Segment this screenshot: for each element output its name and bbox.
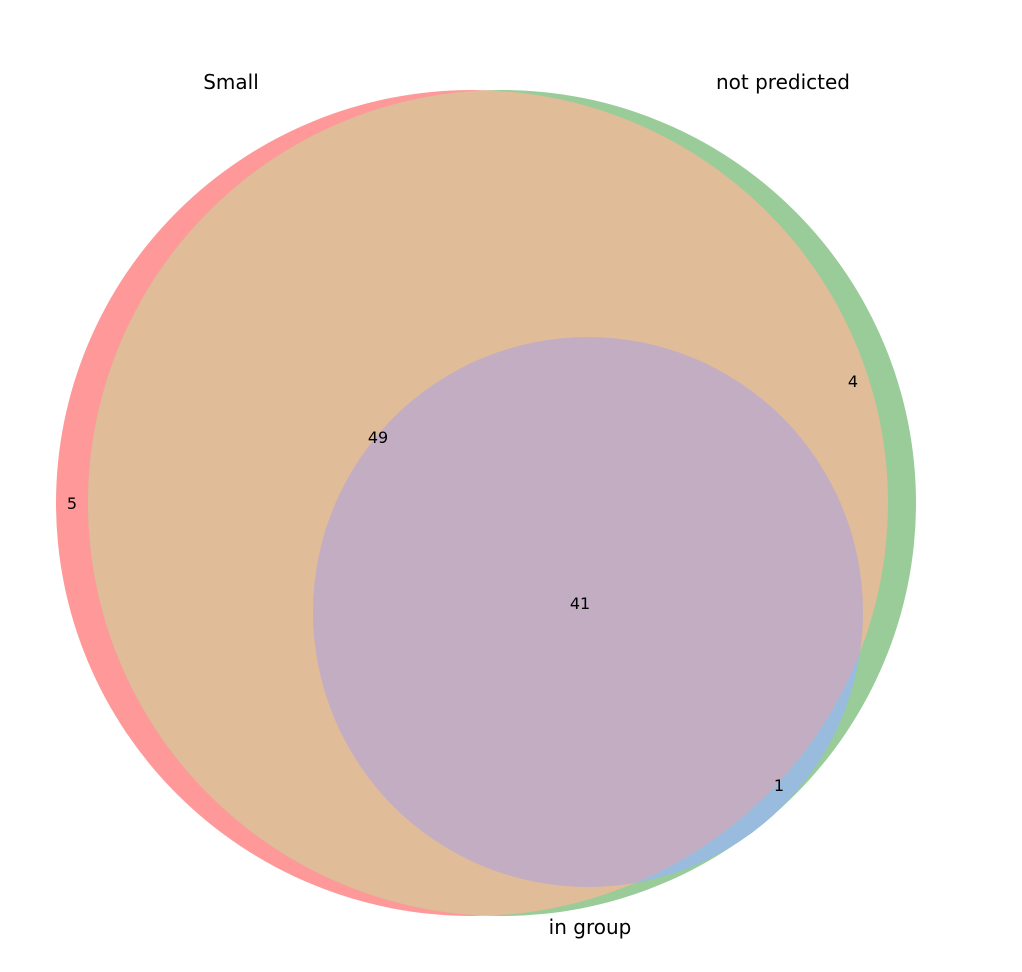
all-three-count: 41: [570, 594, 590, 613]
not-predicted-only-count: 4: [848, 372, 858, 391]
small-set-label: Small: [203, 70, 259, 94]
not-predicted-set-label: not predicted: [716, 70, 850, 94]
all-three-overlap: [313, 337, 863, 887]
in-group-set-label: in group: [549, 915, 632, 939]
not-predicted-in-group-count: 1: [774, 776, 784, 795]
small-only-count: 5: [67, 494, 77, 513]
small-not-predicted-count: 49: [368, 428, 388, 447]
